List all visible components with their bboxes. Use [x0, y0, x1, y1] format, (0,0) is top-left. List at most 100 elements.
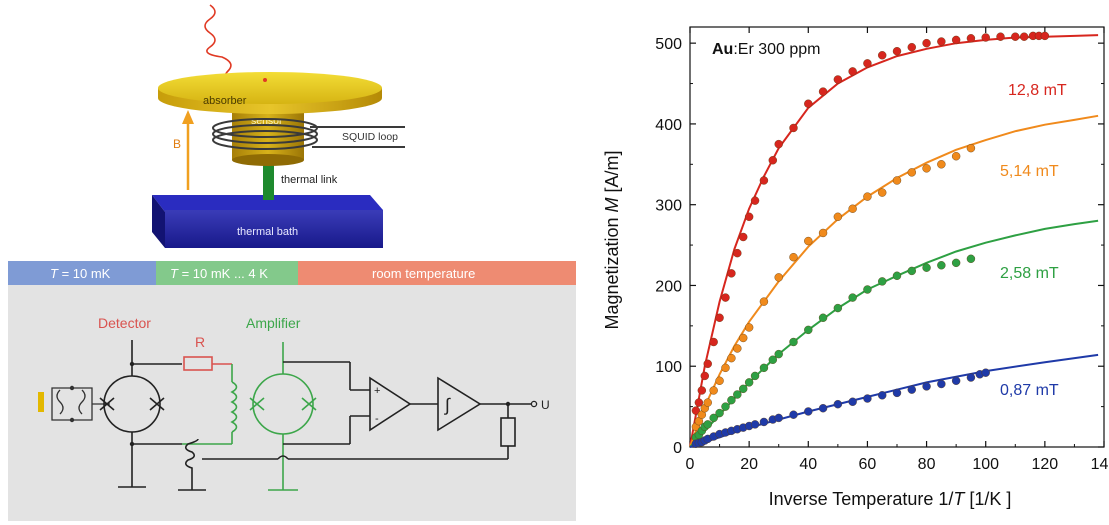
circuit-diagram: Detector Amplifier R — [8, 285, 576, 521]
x-tick-label: 80 — [918, 456, 936, 473]
data-point-series-0 — [907, 42, 916, 52]
data-point-series-1 — [818, 228, 828, 238]
data-point-series-1 — [878, 188, 887, 197]
data-point-series-2 — [759, 363, 769, 373]
data-point-series-1 — [951, 152, 961, 161]
data-point-series-1 — [848, 204, 857, 213]
temp-label-1: T = 10 mK — [50, 266, 111, 281]
data-point-series-1 — [759, 297, 769, 306]
data-point-series-0 — [739, 232, 748, 242]
thermal-bath-block: thermal bath — [152, 195, 383, 248]
output-terminal-icon — [530, 400, 538, 408]
x-tick-label: 40 — [799, 456, 817, 473]
data-point-series-3 — [951, 376, 961, 385]
data-point-series-3 — [907, 385, 916, 394]
data-point-series-3 — [750, 420, 760, 429]
data-point-series-0 — [697, 386, 707, 395]
data-point-series-1 — [937, 160, 946, 169]
data-point-series-0 — [694, 398, 704, 407]
data-point-series-1 — [892, 176, 902, 185]
data-point-series-0 — [703, 359, 712, 369]
sensor-label: sensor — [251, 115, 283, 127]
data-point-series-3 — [966, 373, 976, 382]
data-point-series-2 — [721, 402, 730, 411]
minus-input-label: - — [375, 413, 379, 425]
data-point-series-1 — [966, 143, 976, 153]
data-points — [691, 31, 1050, 448]
data-point-series-2 — [789, 337, 798, 347]
series-label-0-87mt: 0,87 mT — [1000, 382, 1059, 399]
magnetization-chart: 0 20 40 60 80 100 120 140 0 100 200 300 400 500 Au:Er… — [602, 26, 1109, 509]
data-point-series-0 — [966, 34, 976, 43]
x-axis-label: Inverse Temperature 1/T [1/K ] — [769, 489, 1012, 509]
device-schematic: thermal bath thermal link B sensor SQUID… — [152, 4, 405, 248]
x-tick-label: 60 — [859, 456, 877, 473]
data-point-series-2 — [833, 303, 843, 313]
y-tick-label: 500 — [655, 36, 682, 53]
thermal-link-label: thermal link — [281, 174, 338, 186]
data-point-series-0 — [892, 47, 902, 56]
absorber-disc: absorber — [158, 72, 382, 114]
detector-sensor-icon — [38, 392, 44, 412]
temp-segment-10mk — [8, 261, 156, 285]
detector-wiring — [118, 340, 182, 488]
y-axis-label: Magnetization M [A/m] — [602, 150, 622, 329]
data-point-series-0 — [922, 38, 931, 48]
data-point-series-1 — [922, 164, 931, 173]
series-label-2-58mt: 2,58 mT — [1000, 265, 1059, 282]
data-point-series-1 — [863, 192, 872, 201]
fit-curve-series-2 — [689, 219, 1099, 448]
data-point-series-0 — [1040, 31, 1050, 41]
data-point-series-0 — [937, 37, 946, 46]
data-point-series-3 — [833, 399, 843, 409]
data-point-series-0 — [733, 248, 742, 258]
data-point-series-1 — [733, 344, 742, 353]
data-point-series-2 — [750, 371, 760, 381]
data-point-series-2 — [892, 271, 902, 280]
data-point-series-0 — [789, 123, 798, 133]
data-point-series-0 — [951, 35, 961, 45]
thermal-bath-label: thermal bath — [237, 226, 298, 238]
data-point-series-0 — [848, 67, 857, 76]
data-point-series-1 — [715, 376, 724, 385]
data-point-series-3 — [818, 404, 828, 413]
data-point-series-1 — [703, 398, 712, 407]
y-tick-label: 300 — [655, 198, 682, 215]
data-point-series-3 — [804, 407, 813, 416]
data-point-series-1 — [907, 168, 916, 177]
data-point-series-2 — [733, 390, 742, 399]
b-field-label: B — [173, 137, 181, 151]
y-tick-label: 200 — [655, 278, 682, 295]
series-label-12-8mt: 12,8 mT — [1008, 82, 1067, 99]
data-point-series-2 — [878, 277, 887, 286]
temp-segment-10mk-4k — [156, 261, 298, 285]
data-point-series-2 — [739, 384, 748, 394]
data-point-series-2 — [768, 355, 777, 364]
data-point-series-2 — [703, 420, 712, 429]
plus-input-label: + — [374, 385, 380, 397]
temp-segment-room — [298, 261, 576, 285]
data-point-series-2 — [966, 254, 976, 264]
data-point-series-0 — [1019, 32, 1029, 41]
y-tick-label: 100 — [655, 359, 682, 376]
squid-coil — [212, 118, 405, 150]
thermal-link — [263, 158, 274, 200]
amplifier-wiring — [178, 361, 508, 491]
b-field-arrowhead-icon — [182, 110, 194, 124]
fit-curve-series-3 — [689, 353, 1099, 448]
data-point-series-3 — [789, 410, 798, 419]
data-point-series-3 — [878, 391, 887, 400]
temp-label-3: room temperature — [372, 266, 475, 281]
data-point-series-1 — [774, 273, 783, 282]
data-point-series-3 — [848, 397, 857, 406]
output-label: U — [541, 398, 550, 412]
data-point-series-3 — [937, 379, 946, 389]
data-point-series-0 — [774, 139, 783, 149]
data-point-series-1 — [727, 353, 736, 363]
data-point-series-2 — [848, 293, 857, 302]
data-point-series-0 — [759, 176, 769, 185]
data-point-series-0 — [1011, 32, 1020, 41]
temperature-bar: T = 10 mK T = 10 mK ... 4 K room tempera… — [8, 261, 576, 285]
data-point-series-3 — [774, 413, 783, 423]
data-point-series-0 — [715, 313, 724, 322]
